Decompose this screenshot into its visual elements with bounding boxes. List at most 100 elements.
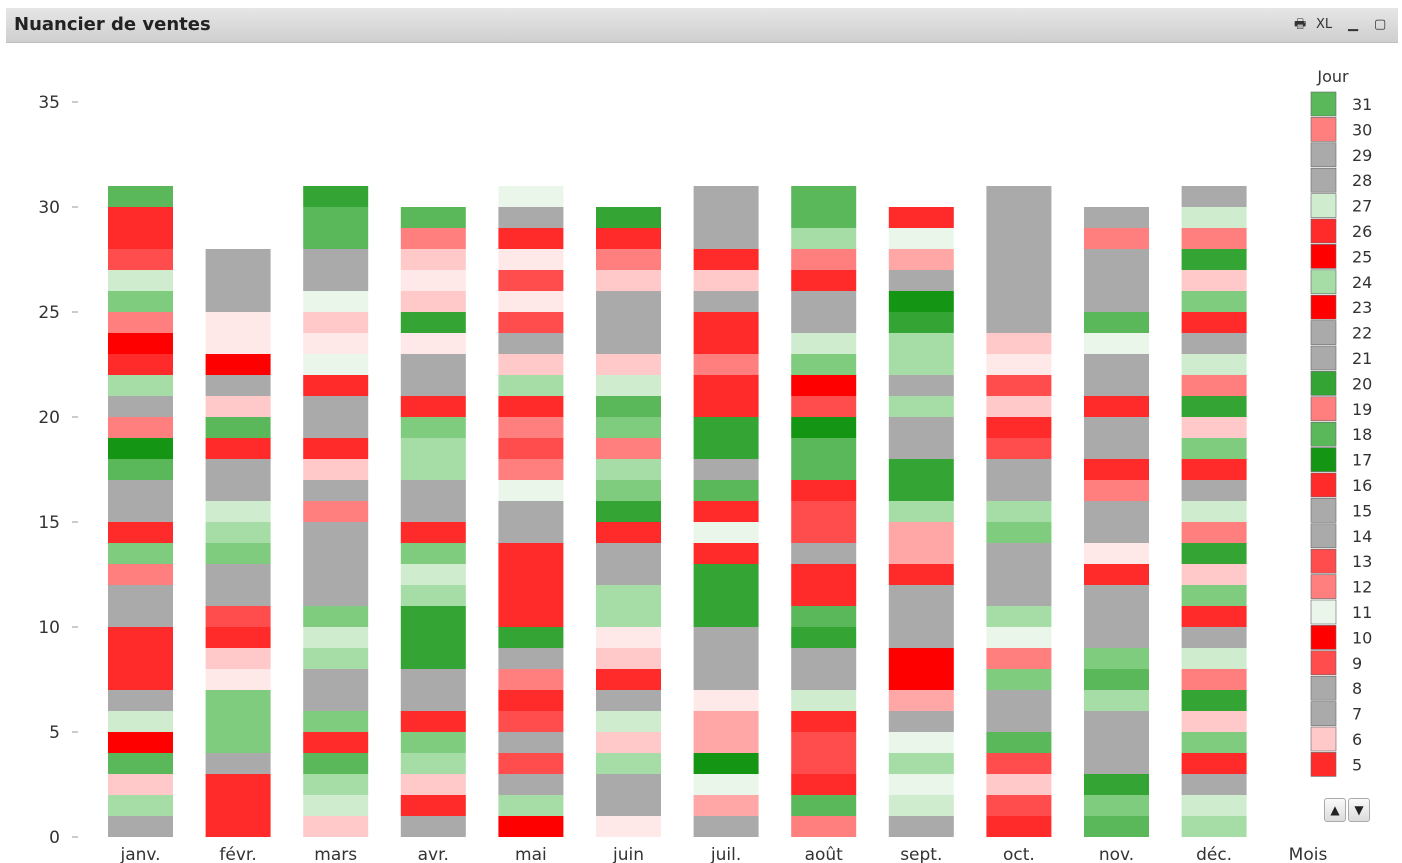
bar-segment bbox=[108, 396, 173, 417]
bar-segment bbox=[1181, 312, 1247, 333]
bar-segment bbox=[596, 711, 661, 732]
bar-segment bbox=[596, 270, 661, 291]
bar-segment bbox=[108, 711, 173, 732]
bar-segment bbox=[1084, 669, 1149, 690]
bar-segment bbox=[498, 690, 564, 711]
bar-segment bbox=[693, 333, 759, 354]
bar-segment bbox=[1084, 774, 1149, 795]
bar-segment bbox=[693, 648, 759, 669]
bar-segment bbox=[205, 711, 271, 732]
bar-segment bbox=[108, 648, 173, 669]
bar-segment bbox=[596, 375, 661, 396]
bar-segment bbox=[888, 459, 954, 480]
bar-segment bbox=[791, 774, 857, 795]
bar-segment bbox=[108, 585, 173, 606]
bar-segment bbox=[791, 732, 857, 753]
bar-segment bbox=[205, 396, 271, 417]
bar-segment bbox=[303, 564, 369, 585]
bar-segment bbox=[400, 291, 466, 312]
x-tick-label: janv. bbox=[119, 845, 160, 863]
bar-segment bbox=[693, 228, 759, 249]
bar-segment bbox=[303, 669, 369, 690]
bar-segment bbox=[888, 501, 954, 522]
bar-segment bbox=[596, 459, 661, 480]
bar-segment bbox=[693, 795, 759, 816]
legend-swatch bbox=[1310, 574, 1337, 599]
bar-segment bbox=[1181, 333, 1247, 354]
legend-scroll-down-button[interactable]: ▼ bbox=[1348, 798, 1370, 822]
bar-segment bbox=[791, 564, 857, 585]
legend-label: 25 bbox=[1352, 247, 1372, 266]
bar-segment bbox=[1181, 774, 1247, 795]
bar-segment bbox=[498, 312, 564, 333]
bar-segment bbox=[400, 480, 466, 501]
bar-segment bbox=[791, 228, 857, 249]
legend-label: 21 bbox=[1352, 349, 1372, 368]
legend-scroll-up-button[interactable]: ▲ bbox=[1324, 798, 1346, 822]
bar-segment bbox=[1181, 501, 1247, 522]
bar-segment bbox=[596, 732, 661, 753]
bar-segment bbox=[1084, 207, 1149, 228]
bar-segment bbox=[303, 417, 369, 438]
legend-label: 22 bbox=[1352, 324, 1372, 343]
excel-export-button[interactable]: XL bbox=[1316, 17, 1333, 32]
bar-segment bbox=[205, 417, 271, 438]
x-axis-title: Mois bbox=[1289, 845, 1328, 863]
bar-segment bbox=[205, 291, 271, 312]
bar-segment bbox=[205, 270, 271, 291]
bar-segment bbox=[888, 606, 954, 627]
bar-segment bbox=[1084, 543, 1149, 564]
bar-segment bbox=[1181, 669, 1247, 690]
bar-segment bbox=[888, 417, 954, 438]
bar-segment bbox=[108, 732, 173, 753]
bar-segment bbox=[693, 291, 759, 312]
bar-segment bbox=[986, 669, 1052, 690]
bar-segment bbox=[498, 711, 564, 732]
bar-segment bbox=[498, 417, 564, 438]
legend-swatch bbox=[1310, 752, 1337, 777]
print-icon[interactable]: 🖶 bbox=[1294, 17, 1307, 32]
bar-segment bbox=[498, 270, 564, 291]
bar-segment bbox=[888, 690, 954, 711]
minimize-icon[interactable]: ▁ bbox=[1348, 17, 1358, 32]
bar-segment bbox=[303, 354, 369, 375]
bar-segment bbox=[1181, 459, 1247, 480]
bar-segment bbox=[303, 753, 369, 774]
bar-segment bbox=[693, 417, 759, 438]
bar-segment bbox=[791, 459, 857, 480]
bar-segment bbox=[1181, 690, 1247, 711]
bar-segment bbox=[791, 249, 857, 270]
legend-label: 20 bbox=[1352, 374, 1372, 393]
bar-segment bbox=[791, 291, 857, 312]
bar-segment bbox=[205, 459, 271, 480]
bar-segment bbox=[400, 396, 466, 417]
bar-segment bbox=[791, 333, 857, 354]
bar-segment bbox=[596, 501, 661, 522]
bar-segment bbox=[1181, 816, 1247, 837]
bar-segment bbox=[596, 417, 661, 438]
legend-swatch bbox=[1310, 218, 1337, 244]
bar-segment bbox=[498, 606, 564, 627]
bar-segment bbox=[791, 606, 857, 627]
bar-segment bbox=[303, 249, 369, 270]
bar-segment bbox=[986, 774, 1052, 795]
bar-segment bbox=[791, 270, 857, 291]
bar-segment bbox=[400, 816, 466, 837]
legend-swatch bbox=[1310, 142, 1337, 168]
bar-segment bbox=[596, 774, 661, 795]
bar-segment bbox=[303, 627, 369, 648]
bar-segment bbox=[205, 480, 271, 501]
bar-segment bbox=[303, 480, 369, 501]
legend-swatch bbox=[1310, 447, 1337, 472]
bar-segment bbox=[498, 186, 564, 207]
bar-segment bbox=[1084, 270, 1149, 291]
bar-segment bbox=[1181, 522, 1247, 543]
bar-segment bbox=[498, 249, 564, 270]
bar-segment bbox=[108, 270, 173, 291]
legend-swatch bbox=[1310, 625, 1337, 650]
bar-segment bbox=[400, 207, 466, 228]
bar-segment bbox=[986, 795, 1052, 816]
title-bar: Nuancier de ventes 🖶 XL ▁ ▢ bbox=[6, 8, 1398, 43]
maximize-icon[interactable]: ▢ bbox=[1374, 17, 1387, 32]
bar-segment bbox=[596, 480, 661, 501]
